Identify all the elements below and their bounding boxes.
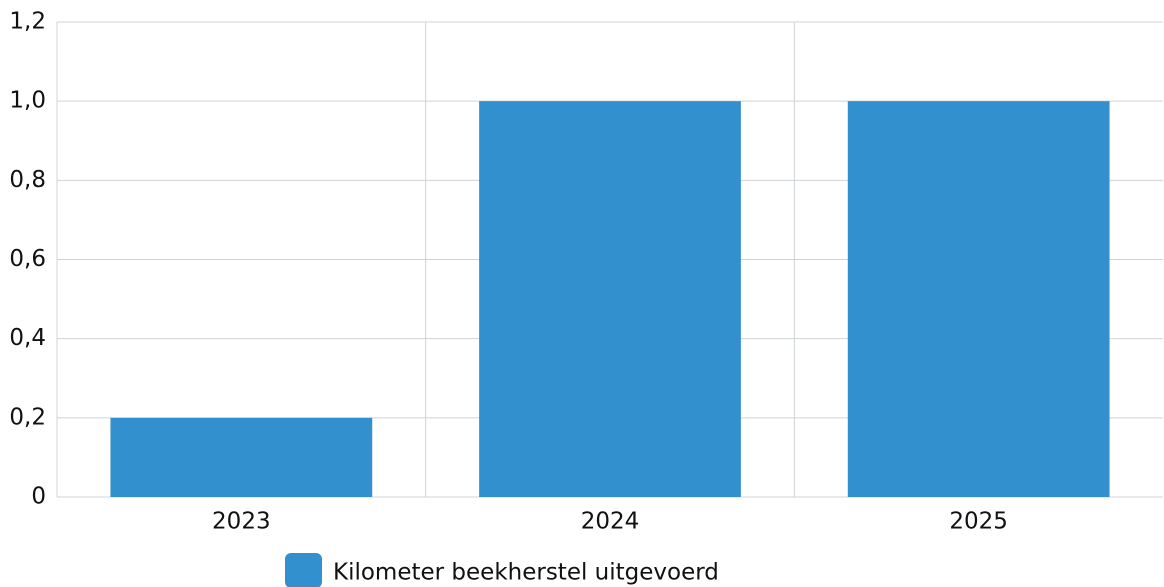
y-tick-label: 0,2 <box>9 404 46 430</box>
bar <box>479 101 741 498</box>
bar <box>847 101 1110 498</box>
x-tick-label: 2024 <box>581 509 640 535</box>
legend-swatch <box>285 553 322 587</box>
y-tick-label: 1,2 <box>9 9 46 35</box>
legend-label: Kilometer beekherstel uitgevoerd <box>333 560 719 586</box>
x-tick-label: 2023 <box>212 509 271 535</box>
y-tick-label: 0,8 <box>9 167 46 193</box>
x-tick-label: 2025 <box>949 509 1008 535</box>
y-tick-label: 1,0 <box>9 88 46 114</box>
y-tick-label: 0 <box>31 484 46 510</box>
y-tick-label: 0,4 <box>9 325 46 351</box>
y-tick-label: 0,6 <box>9 246 46 272</box>
bar <box>110 417 373 497</box>
